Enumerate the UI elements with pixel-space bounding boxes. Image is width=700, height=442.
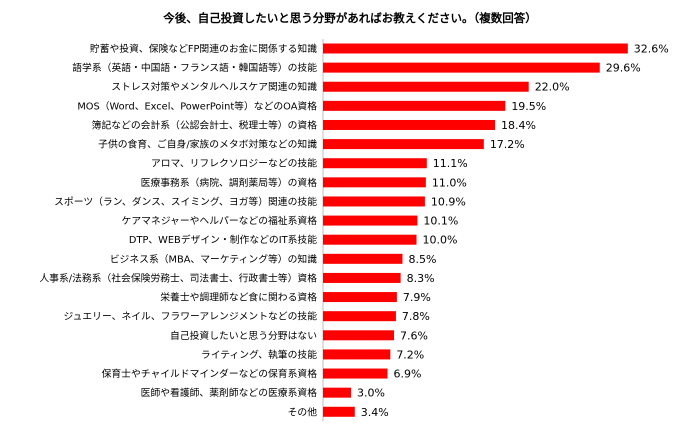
category-label: 自己投資したいと思う分野はない <box>170 329 317 342</box>
category-label: 医療事務系（病院、調剤薬局等）の資格 <box>141 176 318 189</box>
value-label: 10.1% <box>423 215 458 228</box>
value-label: 6.9% <box>394 368 422 381</box>
value-label: 3.0% <box>357 387 385 400</box>
bar <box>323 330 395 341</box>
bar <box>323 43 628 54</box>
value-label: 29.6% <box>606 62 641 75</box>
category-label: ライティング、執筆の技能 <box>201 348 317 361</box>
category-label: MOS（Word、Excel、PowerPoint等）などのOA資格 <box>77 99 317 112</box>
category-label: 貯蓄や投資、保険などFP関連のお金に関係する知識 <box>90 42 317 55</box>
category-label: 語学系（英語・中国語・フランス語・韓国語等）の技能 <box>72 61 317 74</box>
value-label: 32.6% <box>634 43 669 56</box>
bar <box>323 234 417 245</box>
bar <box>323 272 401 283</box>
category-label: 医師や看護師、薬剤師などの医療系資格 <box>141 386 318 399</box>
bar <box>323 406 355 417</box>
value-label: 7.9% <box>403 291 431 304</box>
category-label: 子供の食育、ご自身/家族のメタボ対策などの知識 <box>98 138 317 151</box>
bar <box>323 368 388 379</box>
value-label: 17.2% <box>490 138 525 151</box>
value-label: 11.1% <box>433 157 468 170</box>
bar <box>323 311 396 322</box>
category-label: ケアマネジャーやヘルパーなどの福祉系資格 <box>122 214 318 227</box>
bar <box>323 62 600 73</box>
value-label: 22.0% <box>535 81 570 94</box>
bar <box>323 100 506 111</box>
category-label: その他 <box>288 405 318 418</box>
category-label: ビジネス系（MBA、マーケティング等）の知識 <box>110 252 317 265</box>
category-label: 簿記などの会計系（公認会計士、税理士等）の資格 <box>92 118 318 131</box>
value-label: 8.3% <box>407 272 435 285</box>
bar <box>323 139 484 150</box>
bar <box>323 215 418 226</box>
bar <box>323 177 426 188</box>
chart-title: 今後、自己投資したいと思う分野があればお教えください。（複数回答） <box>163 11 537 25</box>
value-label: 10.9% <box>431 195 466 208</box>
category-label: ストレス対策やメンタルヘルスケア関連の知識 <box>111 80 317 93</box>
bar <box>323 196 425 207</box>
bar <box>323 158 427 169</box>
value-label: 3.4% <box>361 406 389 419</box>
category-label: スポーツ（ラン、ダンス、スイミング、ヨガ等）関連の技能 <box>54 195 317 208</box>
bar <box>323 292 397 303</box>
category-label: 人事系/法務系（社会保険労務士、司法書士、行政書士等）資格 <box>39 271 317 284</box>
value-label: 7.2% <box>396 348 424 361</box>
value-label: 7.8% <box>402 310 430 323</box>
value-label: 8.5% <box>408 253 436 266</box>
value-label: 10.0% <box>423 234 458 247</box>
value-label: 7.6% <box>400 329 428 342</box>
category-label: アロマ、リフレクソロジーなどの技能 <box>151 157 317 170</box>
bar <box>323 349 391 360</box>
category-label: 保育士やチャイルドマインダーなどの保育系資格 <box>102 367 318 380</box>
category-label: 栄養士や調理師など食に関わる資格 <box>160 291 317 304</box>
bar <box>323 253 403 264</box>
bar <box>323 119 496 130</box>
value-label: 18.4% <box>501 119 536 132</box>
value-label: 19.5% <box>511 100 546 113</box>
category-label: DTP、WEBデザイン・制作などのIT系技能 <box>129 233 317 246</box>
value-label: 11.0% <box>432 176 467 189</box>
bar <box>323 387 352 398</box>
category-label: ジュエリー、ネイル、フラワーアレンジメントなどの技能 <box>63 310 317 323</box>
bar <box>323 81 529 92</box>
